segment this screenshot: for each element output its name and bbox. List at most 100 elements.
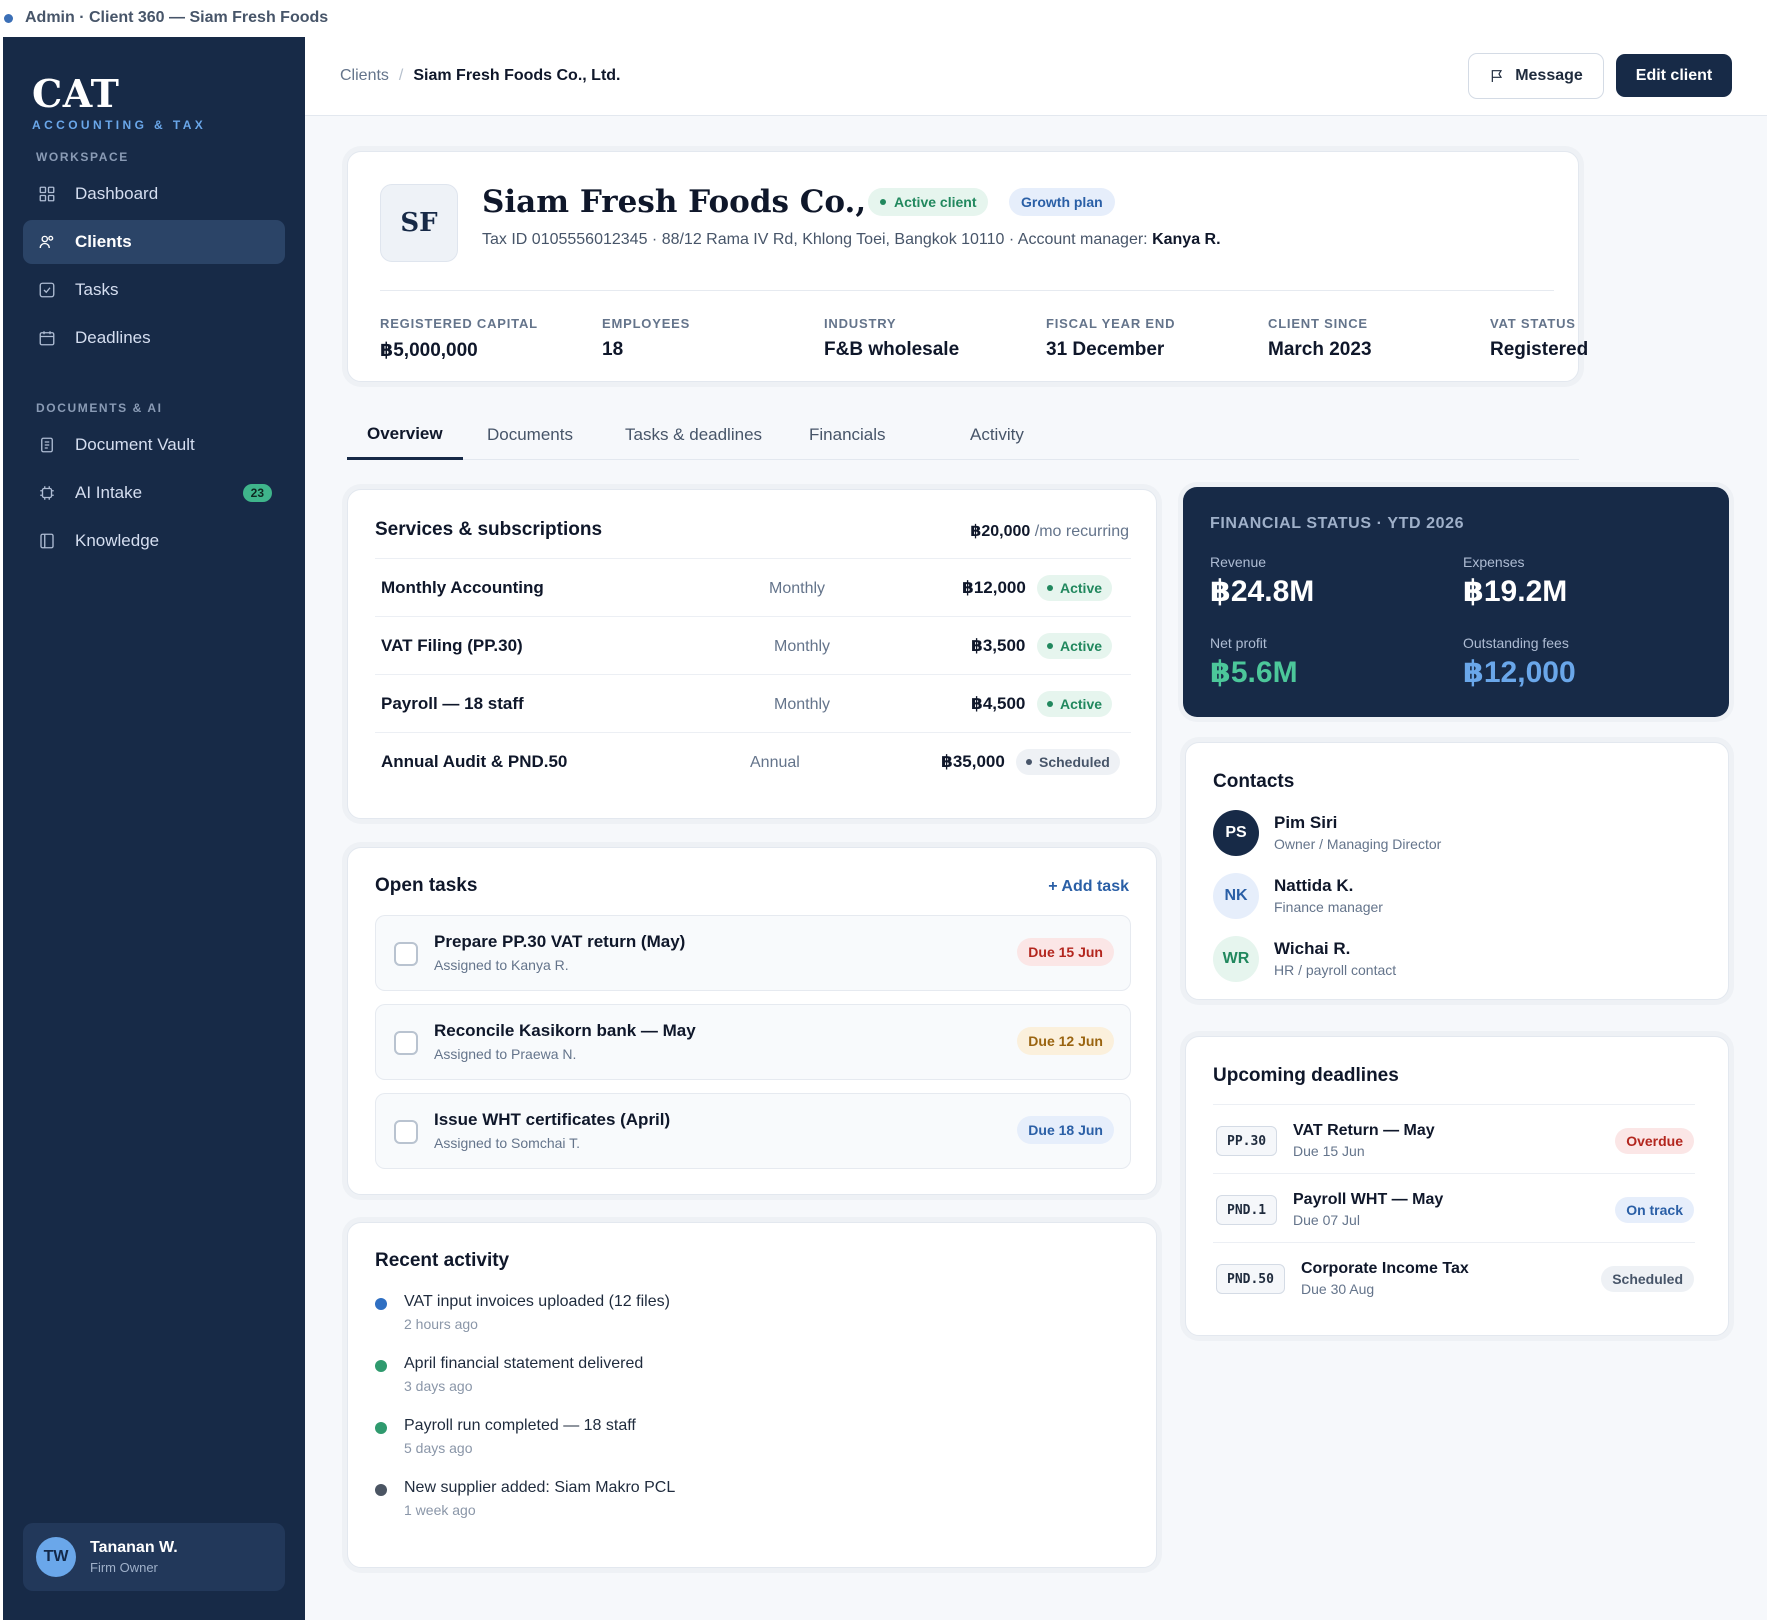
stat-registered-capital: REGISTERED CAPITAL ฿5,000,000	[380, 316, 538, 361]
net-profit-label: Net profit	[1210, 635, 1267, 651]
edit-client-button[interactable]: Edit client	[1616, 54, 1732, 97]
section-documents-ai: DOCUMENTS & AI	[36, 401, 163, 415]
brand-logo[interactable]: CAT ACCOUNTING & TAX	[32, 71, 206, 132]
activity-dot-icon	[375, 1484, 387, 1496]
message-button[interactable]: Message	[1468, 53, 1604, 99]
client-tabs: Overview Documents Tasks & deadlines Fin…	[347, 410, 1579, 460]
service-status-badge: Scheduled	[1016, 749, 1120, 775]
outstanding-fees-label: Outstanding fees	[1463, 635, 1569, 651]
ai-intake-count-badge: 23	[242, 484, 272, 502]
window-title-bar: Admin · Client 360 — Siam Fresh Foods	[0, 0, 1770, 36]
section-workspace: WORKSPACE	[36, 150, 129, 164]
stat-employees: EMPLOYEES 18	[602, 316, 691, 360]
table-row[interactable]: Monthly Accounting Monthly ฿12,000 Activ…	[375, 558, 1131, 616]
sidebar-item-dashboard[interactable]: Dashboard	[23, 172, 285, 216]
task-item[interactable]: Prepare PP.30 VAT return (May) Assigned …	[375, 915, 1131, 991]
document-icon	[37, 435, 57, 455]
tab-documents[interactable]: Documents	[487, 425, 573, 444]
grid-icon	[37, 184, 57, 204]
activity-dot-icon	[375, 1360, 387, 1372]
sidebar-item-document-vault[interactable]: Document Vault	[23, 423, 285, 467]
table-row[interactable]: Payroll — 18 staff Monthly ฿4,500 Active	[375, 674, 1131, 732]
services-total: ฿20,000 /mo recurring	[970, 523, 1129, 540]
status-badge: Active client	[868, 188, 989, 216]
sidebar-item-deadlines[interactable]: Deadlines	[23, 316, 285, 360]
message-button-label: Message	[1515, 67, 1583, 84]
service-status-badge: Active	[1037, 691, 1113, 717]
tab-financials[interactable]: Financials	[809, 425, 886, 444]
account-manager: Kanya R.	[1152, 231, 1221, 248]
client-avatar: SF	[380, 184, 458, 262]
breadcrumb-clients[interactable]: Clients	[340, 67, 389, 84]
stat-client-since: CLIENT SINCE March 2023	[1268, 316, 1372, 360]
recent-activity-card: Recent activity VAT input invoices uploa…	[347, 1222, 1157, 1568]
sidebar-item-label: AI Intake	[75, 483, 143, 502]
avatar: TW	[36, 1537, 76, 1577]
task-item[interactable]: Reconcile Kasikorn bank — May Assigned t…	[375, 1004, 1131, 1080]
upcoming-deadlines-card: Upcoming deadlines PP.30 VAT Return — Ma…	[1185, 1036, 1729, 1336]
client-details: Tax ID 0105556012345 · 88/12 Rama IV Rd,…	[482, 231, 1221, 248]
users-icon	[37, 232, 57, 252]
window-dot-icon	[4, 13, 13, 23]
sidebar-item-clients[interactable]: Clients	[23, 220, 285, 264]
stat-industry: INDUSTRY F&B wholesale	[824, 316, 960, 360]
user-name: Tananan W.	[90, 1539, 178, 1556]
deadline-item[interactable]: PND.1 Payroll WHT — May Due 07 Jul On tr…	[1213, 1173, 1695, 1242]
task-checkbox[interactable]	[394, 1120, 418, 1144]
services-title: Services & subscriptions	[375, 519, 603, 540]
tab-overview[interactable]: Overview	[347, 410, 463, 460]
revenue-label: Revenue	[1210, 554, 1267, 570]
checkbox-icon	[37, 280, 57, 300]
deadline-status-badge: On track	[1615, 1197, 1694, 1223]
brand-tagline: ACCOUNTING & TAX	[32, 118, 207, 132]
table-row[interactable]: Annual Audit & PND.50 Annual ฿35,000 Sch…	[375, 732, 1131, 790]
recent-activity-title: Recent activity	[375, 1250, 510, 1271]
avatar: NK	[1213, 873, 1259, 919]
sidebar-item-label: Knowledge	[75, 531, 160, 550]
breadcrumb-current: Siam Fresh Foods Co., Ltd.	[413, 67, 621, 84]
main-content: Clients / Siam Fresh Foods Co., Ltd. Messa…	[305, 37, 1767, 1620]
sidebar: CAT ACCOUNTING & TAX WORKSPACE Dashboard…	[3, 37, 305, 1620]
user-profile[interactable]: TW Tananan W. Firm Owner	[23, 1523, 285, 1591]
flag-icon	[1491, 70, 1503, 82]
task-checkbox[interactable]	[394, 1031, 418, 1055]
task-checkbox[interactable]	[394, 942, 418, 966]
revenue-value: ฿24.8M	[1210, 575, 1315, 608]
sidebar-item-ai-intake[interactable]: AI Intake 23	[23, 471, 285, 515]
financial-title: FINANCIAL STATUS · YTD 2026	[1210, 515, 1465, 532]
tab-activity[interactable]: Activity	[970, 425, 1024, 444]
sidebar-item-knowledge[interactable]: Knowledge	[23, 519, 285, 563]
sidebar-item-label: Clients	[75, 232, 132, 251]
user-role: Firm Owner	[90, 1560, 158, 1575]
task-item[interactable]: Issue WHT certificates (April) Assigned …	[375, 1093, 1131, 1169]
sidebar-item-tasks[interactable]: Tasks	[23, 268, 285, 312]
brand-name: CAT	[32, 71, 120, 116]
chip-icon	[37, 483, 57, 503]
deadline-item[interactable]: PND.50 Corporate Income Tax Due 30 Aug S…	[1213, 1242, 1695, 1311]
calendar-icon	[37, 328, 57, 348]
table-row[interactable]: VAT Filing (PP.30) Monthly ฿3,500 Active	[375, 616, 1131, 674]
deadline-status-badge: Scheduled	[1601, 1266, 1694, 1292]
stat-vat-status: VAT STATUS Registered	[1490, 316, 1589, 360]
net-profit-value: ฿5.6M	[1210, 656, 1298, 689]
service-status-badge: Active	[1037, 575, 1113, 601]
client-header-card: SF Siam Fresh Foods Co., Ltd. Active cli…	[347, 151, 1588, 382]
sidebar-item-label: Tasks	[75, 280, 119, 299]
tab-tasks-deadlines[interactable]: Tasks & deadlines	[625, 425, 763, 444]
top-bar: Clients / Siam Fresh Foods Co., Ltd. Messa…	[305, 37, 1767, 116]
task-due-badge: Due 18 Jun	[1017, 1116, 1114, 1144]
expenses-label: Expenses	[1463, 554, 1525, 570]
deadlines-title: Upcoming deadlines	[1213, 1065, 1399, 1086]
activity-dot-icon	[375, 1422, 387, 1434]
breadcrumb: Clients / Siam Fresh Foods Co., Ltd.	[340, 67, 621, 84]
sidebar-item-label: Document Vault	[75, 435, 195, 454]
deadline-item[interactable]: PP.30 VAT Return — May Due 15 Jun Overdu…	[1213, 1104, 1695, 1173]
window-title: Admin · Client 360 — Siam Fresh Foods	[25, 9, 329, 26]
plan-badge: Growth plan	[1009, 188, 1115, 216]
task-due-badge: Due 12 Jun	[1017, 1027, 1114, 1055]
avatar: PS	[1213, 810, 1259, 856]
add-task-button[interactable]: + Add task	[1048, 878, 1129, 895]
divider	[380, 290, 1554, 291]
contacts-title: Contacts	[1213, 771, 1295, 792]
tax-form-code: PND.1	[1216, 1195, 1278, 1225]
